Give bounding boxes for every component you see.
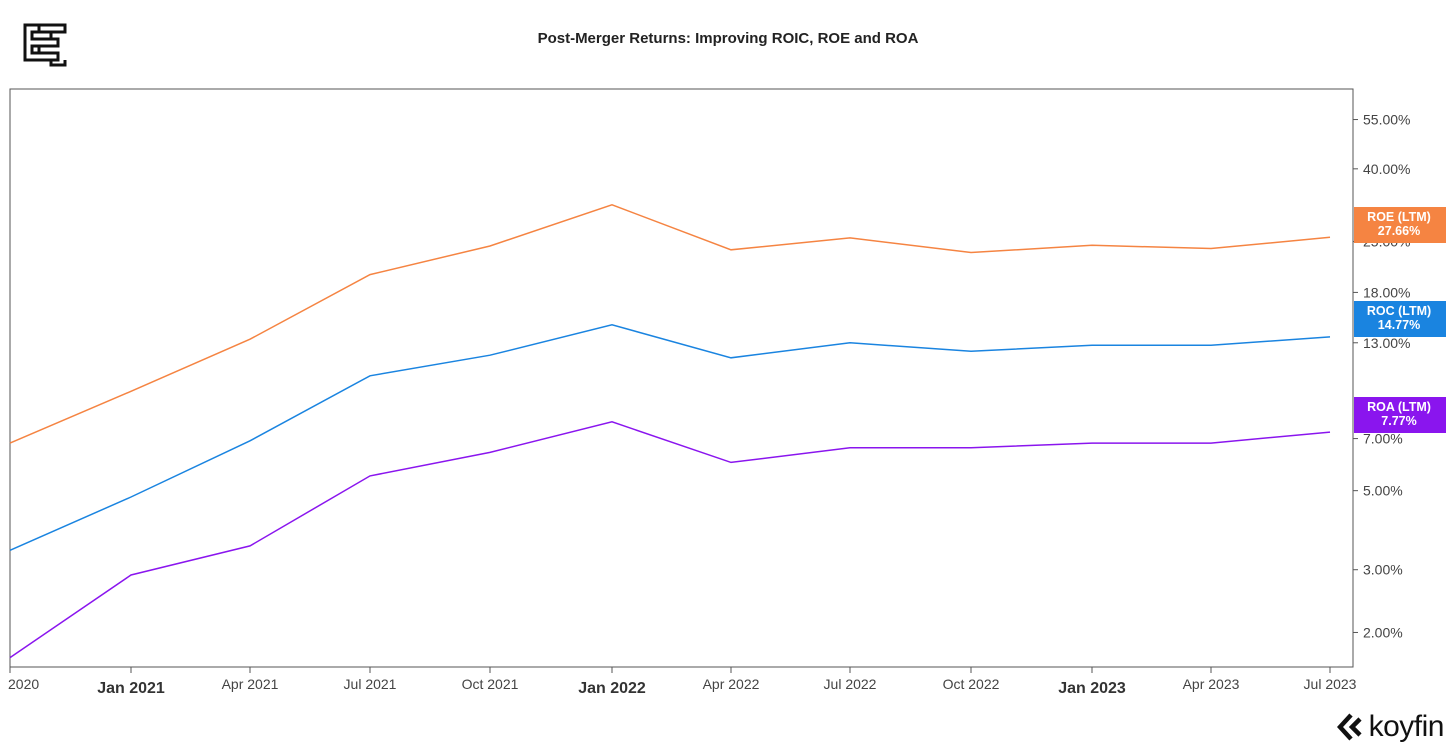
series-value-label: ROC (LTM)14.77% — [1354, 301, 1446, 337]
brand-logo-icon — [22, 22, 68, 68]
series-last-value-label: 27.66% — [1378, 224, 1420, 238]
x-tick-label: Jul 2023 — [1304, 676, 1357, 692]
x-tick-label: Jul 2022 — [824, 676, 877, 692]
x-tick-label: Jul 2021 — [344, 676, 397, 692]
x-tick-label: Oct 2021 — [462, 676, 519, 692]
series-line-0 — [9, 204, 1331, 444]
koyfin-chevron-icon — [1336, 713, 1362, 741]
y-tick-label: 40.00% — [1363, 161, 1410, 177]
series-label-box — [1354, 207, 1446, 243]
series-value-label: ROA (LTM)7.77% — [1354, 397, 1446, 433]
y-tick-label: 55.00% — [1363, 112, 1410, 128]
y-tick-label: 2.00% — [1363, 624, 1403, 640]
series-label-box — [1354, 397, 1446, 433]
x-tick-label: Jan 2023 — [1058, 680, 1126, 697]
series-last-value-label: 7.77% — [1381, 414, 1416, 428]
series-line-1 — [9, 324, 1331, 551]
series-line-2 — [9, 421, 1331, 659]
chart-title: Post-Merger Returns: Improving ROIC, ROE… — [537, 30, 919, 47]
x-tick-label: Apr 2023 — [1183, 676, 1240, 692]
series-name-label: ROE (LTM) — [1367, 210, 1431, 224]
x-tick-label: Apr 2021 — [222, 676, 279, 692]
y-tick-label: 18.00% — [1363, 284, 1410, 300]
y-tick-label: 3.00% — [1363, 562, 1403, 578]
koyfin-wordmark: koyfin — [1368, 710, 1445, 743]
x-tick-label: 2020 — [8, 676, 39, 692]
y-tick-label: 5.00% — [1363, 483, 1403, 499]
series-name-label: ROC (LTM) — [1367, 304, 1431, 318]
series-value-label: ROE (LTM)27.66% — [1354, 207, 1446, 243]
y-tick-label: 13.00% — [1363, 335, 1410, 351]
x-tick-label: Oct 2022 — [943, 676, 1000, 692]
x-tick-label: Apr 2022 — [703, 676, 760, 692]
x-tick-label: Jan 2021 — [97, 680, 165, 697]
y-tick-label: 7.00% — [1363, 431, 1403, 447]
koyfin-brand: koyfin — [1336, 710, 1445, 744]
x-tick-label: Jan 2022 — [578, 680, 646, 697]
plot-area — [9, 88, 1354, 668]
series-last-value-label: 14.77% — [1378, 318, 1420, 332]
series-name-label: ROA (LTM) — [1367, 400, 1431, 414]
series-label-box — [1354, 301, 1446, 337]
